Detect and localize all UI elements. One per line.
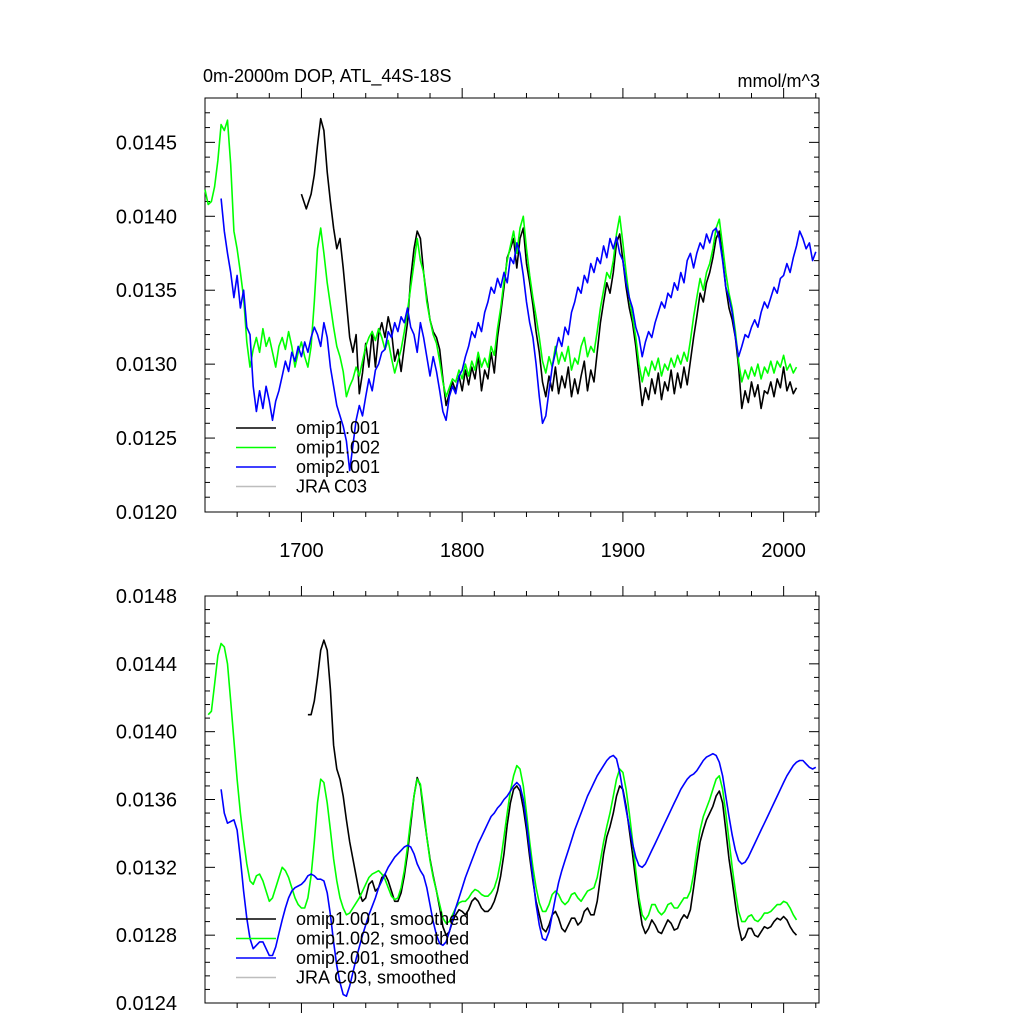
- panel0-legend-label: omip1.001: [296, 418, 380, 438]
- panel0-xtick-label: 1700: [279, 540, 324, 562]
- chart-title: 0m-2000m DOP, ATL_44S-18S: [203, 66, 451, 87]
- panel0-ytick-label: 0.0140: [116, 206, 177, 228]
- panel1-legend-label: omip2.001, smoothed: [296, 948, 469, 968]
- panel0-ytick-label: 0.0145: [116, 132, 177, 154]
- panel1-series-line-1: [207, 642, 798, 925]
- panel0-series-line-2: [220, 198, 817, 472]
- panel0-legend-label: omip2.001: [296, 457, 380, 477]
- panel0-xtick-label: 1900: [601, 540, 646, 562]
- bottom-panel: 0.0124 0.0128 0.0132 0.0136 0.0140 0.0144 0.01…: [116, 586, 820, 1015]
- panel1-ytick-label: 0.0148: [116, 586, 177, 608]
- panel1-legend-label: omip1.001, smoothed: [296, 909, 469, 929]
- panel1-legend-label: JRA C03, smoothed: [296, 968, 456, 988]
- panel1-ytick-label: 0.0128: [116, 925, 177, 947]
- panel0-ytick-label: 0.0130: [116, 354, 177, 376]
- panel0-xtick-label: 1800: [440, 540, 485, 562]
- panel1-ytick-label: 0.0132: [116, 857, 177, 879]
- panel0-ytick-label: 0.0135: [116, 280, 177, 302]
- panel0-ytick-label: 0.0125: [116, 428, 177, 450]
- panel0-legend-label: JRA C03: [296, 477, 367, 497]
- panel0-legend-label: omip1.002: [296, 438, 380, 458]
- panel1-ytick-label: 0.0136: [116, 790, 177, 812]
- panel1-legend-label: omip1.002, smoothed: [296, 929, 469, 949]
- panel1-ytick-label: 0.0124: [116, 993, 177, 1015]
- top-panel: 0m-2000m DOP, ATL_44S-18S mmol/m^3 0.012…: [116, 66, 820, 562]
- panel0-xtick-label: 2000: [761, 540, 806, 562]
- units-label: mmol/m^3: [738, 71, 820, 91]
- panel1-ytick-label: 0.0140: [116, 722, 177, 744]
- panel0-ytick-label: 0.0120: [116, 502, 177, 524]
- panel1-series-line-2: [220, 752, 817, 997]
- panel1-ytick-label: 0.0144: [116, 654, 177, 676]
- panel0-series-line-1: [204, 119, 798, 398]
